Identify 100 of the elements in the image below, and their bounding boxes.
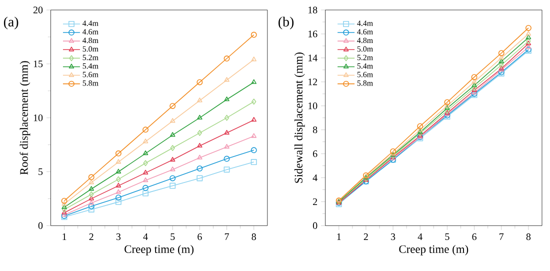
point: [196, 175, 203, 182]
point: [88, 200, 94, 205]
y-tick-label: 8: [312, 126, 318, 134]
point: [88, 206, 94, 213]
point: [472, 79, 477, 84]
point: [224, 96, 230, 102]
point: [170, 157, 176, 162]
x-tick-label: 1: [62, 234, 66, 240]
point: [142, 178, 148, 182]
point: [116, 159, 122, 164]
x-tick-label: 8: [252, 234, 256, 240]
point: [498, 50, 504, 56]
point: [115, 199, 122, 206]
x-axis-title: Creep time (m): [399, 245, 468, 256]
x-tick-label: 5: [170, 234, 175, 240]
point: [88, 203, 94, 210]
point: [88, 196, 94, 201]
point: [89, 192, 94, 198]
point: [115, 150, 122, 157]
point: [197, 98, 202, 102]
point: [170, 175, 176, 182]
x-tick-label: 1: [337, 234, 341, 240]
y-tick-label: 10: [34, 114, 43, 122]
point: [88, 180, 94, 184]
x-tick-label: 5: [445, 234, 450, 240]
point: [142, 170, 148, 175]
point: [444, 105, 450, 110]
point: [197, 154, 202, 160]
point: [417, 123, 424, 130]
point: [170, 182, 176, 189]
point: [88, 186, 94, 191]
point: [444, 99, 450, 106]
y-axis-title: Sidewall displacement (mm): [294, 52, 305, 184]
x-tick-label: 4: [418, 234, 422, 240]
y-tick-label: 15: [34, 60, 43, 68]
point: [418, 130, 422, 137]
point: [170, 132, 176, 137]
y-tick-label: 2: [313, 198, 318, 206]
point: [197, 130, 202, 136]
x-tick-label: 6: [472, 234, 476, 240]
x-tick-label: 2: [364, 234, 368, 240]
y-tick-label: 14: [308, 54, 318, 62]
point: [142, 126, 149, 133]
y-tick-label: 12: [308, 78, 318, 86]
y-tick-label: 0: [312, 222, 318, 230]
point: [471, 74, 478, 80]
y-tick-label: 4: [312, 174, 318, 182]
point: [170, 166, 176, 172]
point: [116, 182, 122, 188]
y-tick-label: 5: [38, 168, 43, 176]
y-tick-label: 10: [308, 102, 318, 110]
point: [170, 145, 175, 152]
point: [498, 58, 504, 64]
point: [116, 168, 122, 174]
x-tick-label: 7: [224, 234, 229, 240]
y-tick-label: 18: [308, 6, 318, 14]
point: [472, 90, 477, 95]
point: [196, 79, 203, 86]
y-tick-label: 16: [308, 30, 318, 38]
y-tick-label: 0: [38, 222, 43, 230]
point: [499, 62, 504, 68]
point: [196, 166, 203, 172]
point: [142, 150, 148, 156]
point: [116, 176, 121, 182]
point: [170, 103, 176, 110]
point: [224, 156, 230, 162]
point: [224, 130, 230, 135]
x-tick-label: 3: [116, 234, 121, 240]
x-axis-title: Creep time (m): [124, 245, 194, 256]
point: [170, 118, 176, 123]
point: [444, 103, 450, 108]
point: [197, 143, 202, 148]
point: [224, 115, 230, 122]
x-tick-label: 3: [391, 234, 396, 240]
point: [115, 194, 122, 201]
x-tick-label: 2: [89, 234, 94, 240]
point: [498, 55, 504, 60]
y-tick-label: 20: [33, 6, 43, 14]
x-tick-label: 4: [143, 234, 148, 240]
text: (a): [4, 16, 18, 30]
point: [224, 166, 230, 173]
x-tick-label: 6: [198, 234, 202, 240]
point: [197, 115, 202, 120]
point: [444, 108, 450, 114]
point: [116, 189, 122, 194]
point: [224, 56, 230, 62]
point: [224, 144, 230, 149]
point: [417, 127, 423, 132]
y-tick-label: 6: [313, 150, 318, 158]
point: [143, 160, 148, 166]
point: [142, 138, 148, 144]
x-tick-label: 7: [500, 234, 504, 240]
y-axis-title: Roof displacement (mm): [20, 61, 30, 175]
point: [142, 190, 149, 197]
point: [417, 129, 423, 134]
point: [250, 159, 257, 166]
point: [142, 185, 149, 192]
x-tick-label: 8: [526, 234, 531, 240]
point: [224, 77, 230, 82]
text: (b): [278, 16, 294, 30]
